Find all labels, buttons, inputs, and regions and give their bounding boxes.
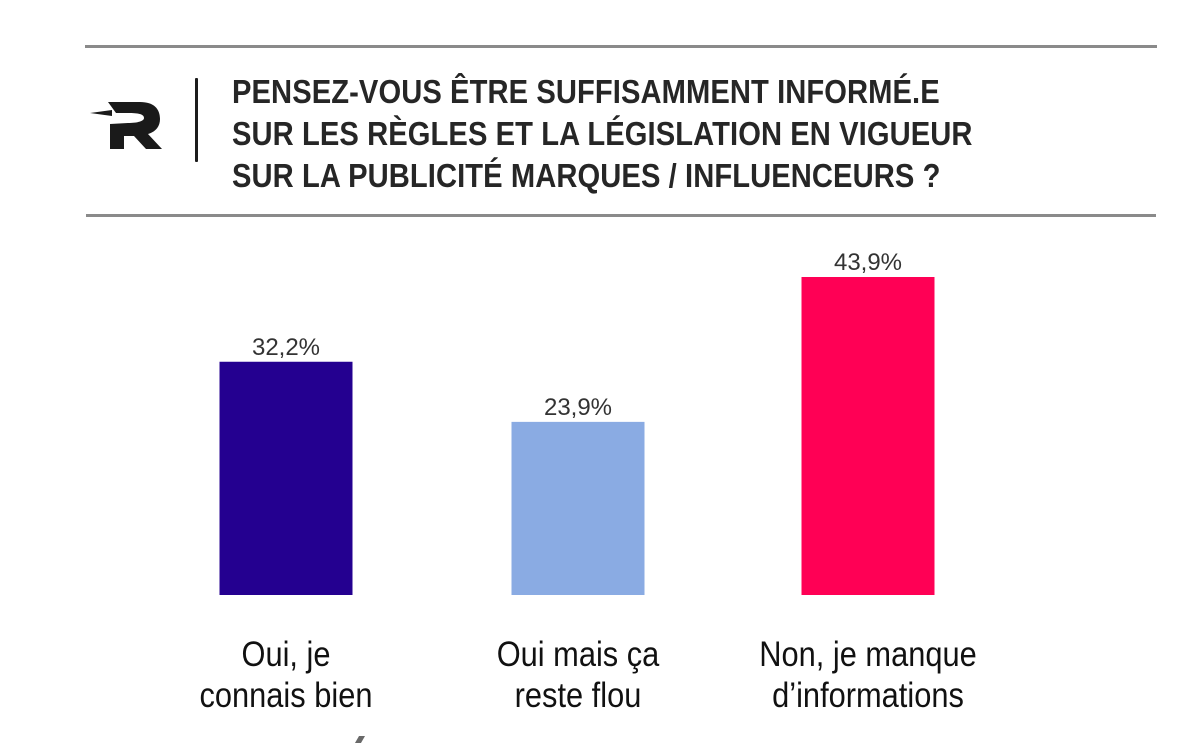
title-line-3: SUR LA PUBLICITÉ MARQUES / INFLUENCEURS … bbox=[232, 158, 941, 195]
title-line-1: PENSEZ-VOUS ÊTRE SUFFISAMMENT INFORMÉ.E bbox=[232, 74, 940, 111]
bar-2 bbox=[511, 421, 645, 595]
bar-1 bbox=[219, 361, 353, 595]
value-label-3: 43,9% bbox=[834, 249, 902, 276]
category-label-line: Non, je manque bbox=[759, 635, 977, 674]
category-label-3: Non, je manque d’informations bbox=[736, 634, 1000, 716]
top-divider bbox=[85, 45, 1157, 48]
value-label-1: 32,2% bbox=[252, 334, 320, 361]
bar-3 bbox=[801, 277, 935, 595]
header-separator bbox=[195, 78, 198, 162]
title-line-2: SUR LES RÈGLES ET LA LÉGISLATION EN VIGU… bbox=[232, 116, 973, 153]
value-label-2: 23,9% bbox=[544, 394, 612, 421]
category-label-line: Oui mais ça bbox=[496, 635, 660, 674]
category-label-2: Oui mais ça reste flou bbox=[446, 634, 710, 716]
category-label-line: connais bien bbox=[199, 676, 373, 715]
r-logo-icon bbox=[90, 102, 162, 149]
category-label-line: d’informations bbox=[772, 676, 964, 715]
bottom-divider bbox=[86, 214, 1156, 217]
chart-title: PENSEZ-VOUS ÊTRE SUFFISAMMENT INFORMÉ.E … bbox=[232, 72, 1015, 198]
category-label-1: Oui, je connais bien bbox=[154, 634, 418, 716]
category-label-line: reste flou bbox=[514, 676, 642, 715]
category-label-line: Oui, je bbox=[241, 635, 331, 674]
